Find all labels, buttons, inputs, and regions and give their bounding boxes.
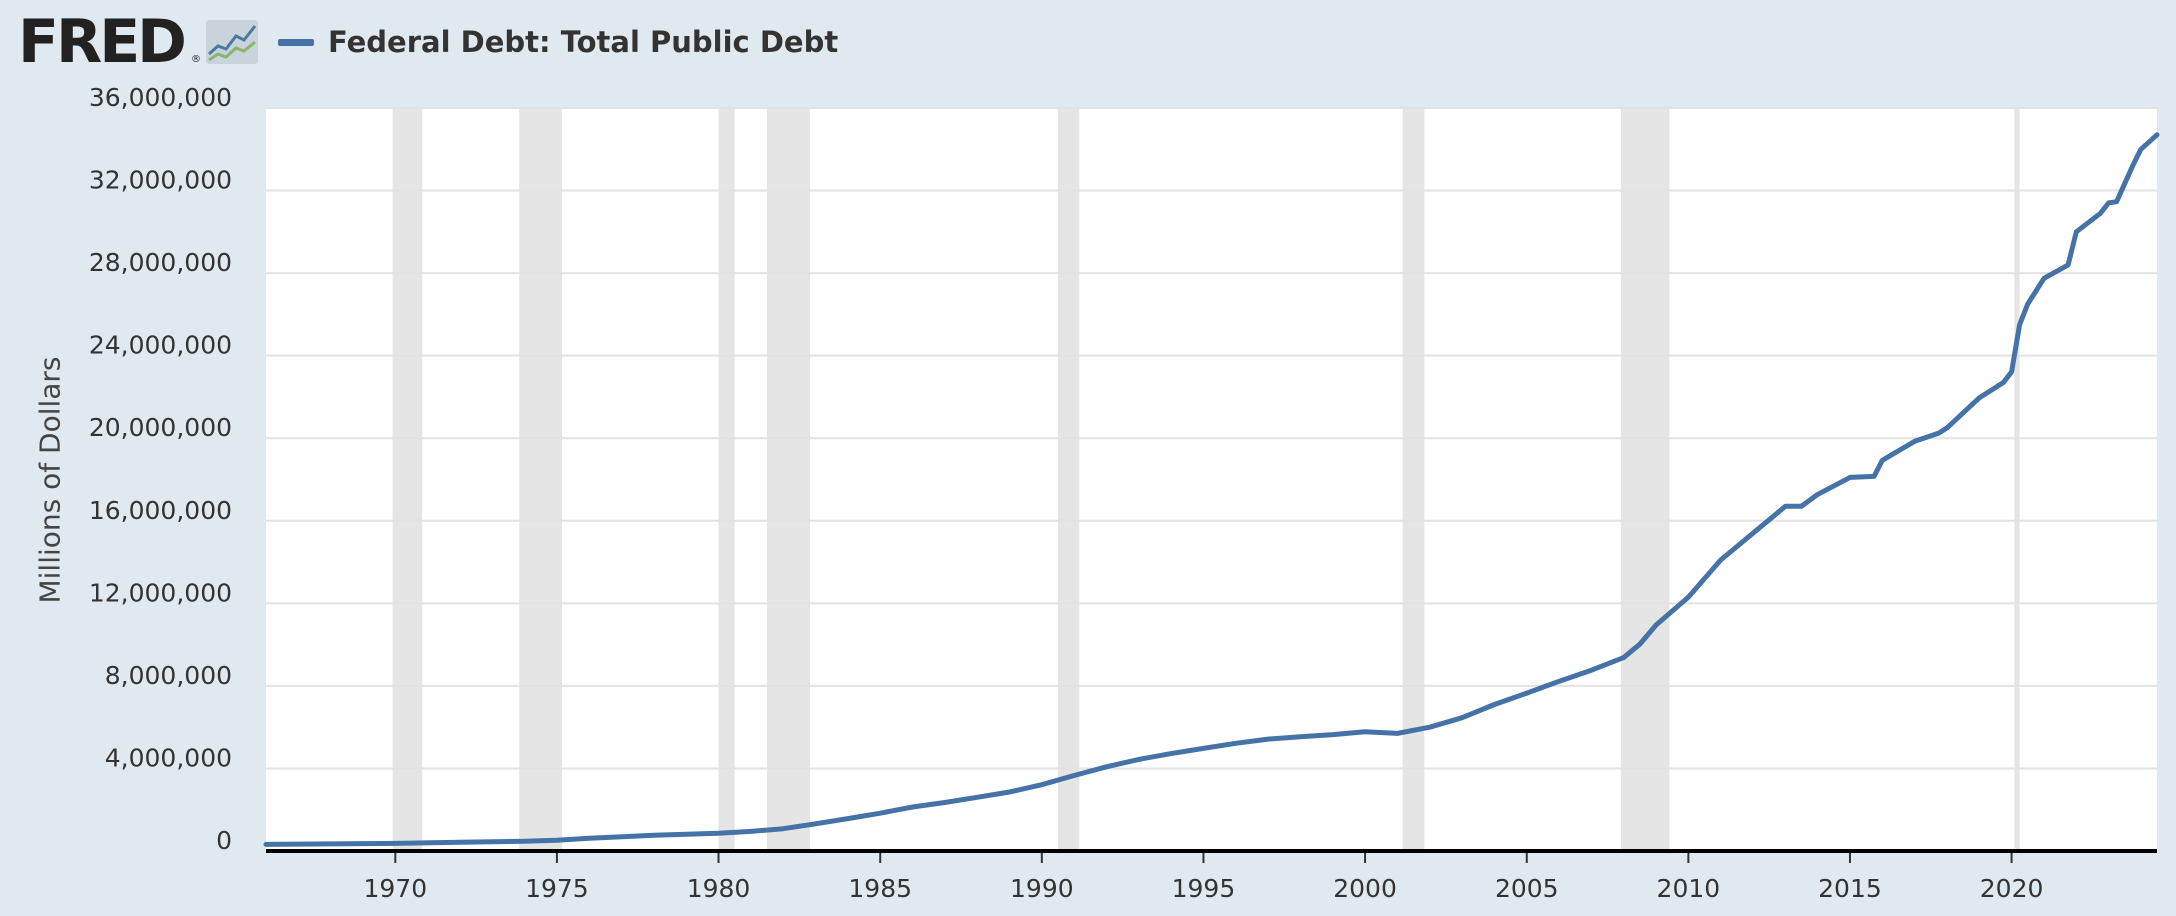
x-tick-label: 2010: [1657, 874, 1721, 903]
y-tick-label: 20,000,000: [89, 413, 232, 442]
x-tick-label: 2020: [1980, 874, 2044, 903]
recession-band: [2014, 108, 2020, 851]
recession-band: [718, 108, 735, 851]
recession-band: [1402, 108, 1425, 851]
fred-logo-registered-mark: ®: [191, 54, 201, 65]
x-tick-label: 1980: [687, 874, 751, 903]
x-tick-label: 2005: [1495, 874, 1559, 903]
x-tick-label: 2015: [1818, 874, 1882, 903]
recession-shading: [392, 108, 2020, 851]
x-tick-label: 2000: [1333, 874, 1397, 903]
y-tick-label: 16,000,000: [89, 496, 232, 525]
x-tick-label: 1990: [1010, 874, 1074, 903]
x-tick-label: 1970: [363, 874, 427, 903]
series-line-total-public-debt[interactable]: [263, 132, 2160, 847]
chart-header: FRED ® Federal Debt: Total Public Debt: [0, 0, 2176, 90]
recession-band: [766, 108, 811, 851]
recession-band: [519, 108, 563, 851]
legend: Federal Debt: Total Public Debt: [278, 22, 838, 62]
y-tick-label: 28,000,000: [89, 248, 232, 277]
x-tick-label: 1985: [848, 874, 912, 903]
y-tick-label: 24,000,000: [89, 331, 232, 360]
y-tick-label: 8,000,000: [105, 661, 232, 690]
series-group: [263, 132, 2160, 847]
fred-logo-graph-icon: [206, 20, 258, 64]
y-axis-ticks: 0 4,000,000 8,000,000 12,000,000 16,000,000 2…: [89, 83, 232, 855]
y-tick-label: 0: [216, 826, 232, 855]
legend-label: Federal Debt: Total Public Debt: [328, 25, 839, 59]
recession-band: [1620, 108, 1670, 851]
y-tick-label: 32,000,000: [89, 166, 232, 195]
y-tick-label: 36,000,000: [89, 83, 232, 112]
fred-logo[interactable]: FRED: [18, 7, 187, 77]
y-tick-label: 4,000,000: [105, 743, 232, 772]
y-gridlines: [266, 107, 2157, 770]
legend-swatch: [278, 38, 314, 46]
recession-band: [392, 108, 423, 851]
x-axis-ticks: 1970 1975 1980 1985 1990 1995 2000 2005 2010 2015…: [363, 851, 2043, 903]
x-tick-label: 1975: [525, 874, 589, 903]
y-tick-label: 12,000,000: [89, 578, 232, 607]
recession-band: [1057, 108, 1080, 851]
x-tick-label: 1995: [1172, 874, 1236, 903]
